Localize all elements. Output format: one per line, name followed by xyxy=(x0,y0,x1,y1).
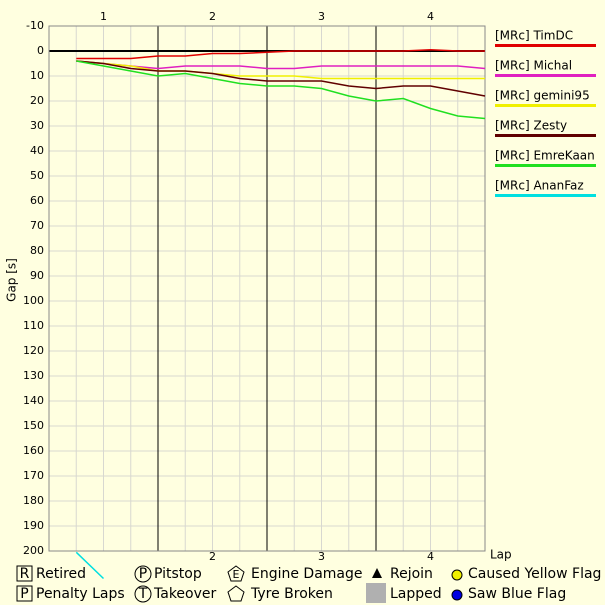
y-tick-label: 170 xyxy=(23,469,44,482)
icon-letter: R xyxy=(20,566,30,582)
y-tick-label: 200 xyxy=(23,544,44,557)
y-tick-label: 100 xyxy=(23,294,44,307)
series-line xyxy=(76,60,486,97)
series-line xyxy=(76,60,485,80)
y-tick-label: 130 xyxy=(23,369,44,382)
y-tick-label: 20 xyxy=(30,94,44,107)
legend-label: [MRc] TimDC xyxy=(495,29,573,43)
icon xyxy=(16,565,33,582)
y-tick-label: 70 xyxy=(30,219,44,232)
icon xyxy=(227,565,245,582)
icon xyxy=(134,565,152,583)
y-axis-label: Gap [s] xyxy=(5,258,19,302)
series-line xyxy=(76,60,486,70)
legend-label: Engine Damage xyxy=(251,566,363,582)
legend-label: Tyre Broken xyxy=(250,586,333,602)
y-tick-label: 80 xyxy=(30,244,44,257)
legend-label: [MRc] Michal xyxy=(495,59,572,73)
legend-label: [MRc] Zesty xyxy=(495,119,567,133)
legend-label: Saw Blue Flag xyxy=(468,586,566,602)
legend-label: Pitstop xyxy=(154,566,202,582)
y-tick-label: 120 xyxy=(23,344,44,357)
y-tick-label: 190 xyxy=(23,519,44,532)
legend-swatch xyxy=(495,134,596,137)
x-tick-label: 2 xyxy=(209,550,216,563)
y-tick-label: 10 xyxy=(30,69,44,82)
legend-label: Retired xyxy=(36,566,86,582)
legend-swatch xyxy=(495,74,596,77)
y-tick-label: 40 xyxy=(30,144,44,157)
legend-label: [MRc] AnanFaz xyxy=(495,179,584,193)
legend-swatch xyxy=(495,44,596,47)
y-tick-label: 180 xyxy=(23,494,44,507)
legend-swatch xyxy=(495,194,596,197)
y-tick-label: 110 xyxy=(23,319,44,332)
icon xyxy=(451,569,463,581)
icon-letter: P xyxy=(139,566,147,582)
legend-label: Lapped xyxy=(390,586,442,602)
icon xyxy=(372,568,382,578)
y-tick-label: 30 xyxy=(30,119,44,132)
icon xyxy=(16,585,33,602)
symbol-legend: R Retired P Pitstop E Engine Damage Rejo… xyxy=(16,565,601,603)
icon-letter: P xyxy=(20,586,28,602)
y-tick-label: 60 xyxy=(30,194,44,207)
x-tick-label: 4 xyxy=(427,550,434,563)
series-line xyxy=(76,60,486,120)
legend-label: Penalty Laps xyxy=(36,586,125,602)
legend-label: [MRc] gemini95 xyxy=(495,89,590,103)
icon-letter: E xyxy=(233,568,240,581)
legend-label: Takeover xyxy=(153,586,216,602)
series-line xyxy=(76,49,485,60)
x-tick-label: 3 xyxy=(318,10,325,23)
legend-label: [MRc] EmreKaan xyxy=(495,149,595,163)
legend-swatch xyxy=(495,164,596,167)
series-line xyxy=(75,551,105,580)
y-tick-label: 50 xyxy=(30,169,44,182)
x-tick-label: 1 xyxy=(100,10,107,23)
legend-swatch xyxy=(495,104,596,107)
x-tick-label: 4 xyxy=(427,10,434,23)
y-tick-label: 160 xyxy=(23,444,44,457)
x-tick-label: 3 xyxy=(318,550,325,563)
x-axis-label: Lap xyxy=(490,548,512,562)
icon xyxy=(227,585,245,602)
y-tick-label: 140 xyxy=(23,394,44,407)
plot-border xyxy=(48,25,486,552)
icon xyxy=(451,589,463,601)
x-tick-label: 2 xyxy=(209,10,216,23)
y-tick-label: 0 xyxy=(37,44,44,57)
y-tick-label: -10 xyxy=(26,19,44,32)
y-tick-label: 90 xyxy=(30,269,44,282)
legend-label: Caused Yellow Flag xyxy=(468,566,601,582)
y-tick-label: 150 xyxy=(23,419,44,432)
icon xyxy=(134,585,152,603)
icon xyxy=(366,583,386,603)
icon-letter: T xyxy=(138,586,148,602)
legend-label: Rejoin xyxy=(390,566,433,582)
